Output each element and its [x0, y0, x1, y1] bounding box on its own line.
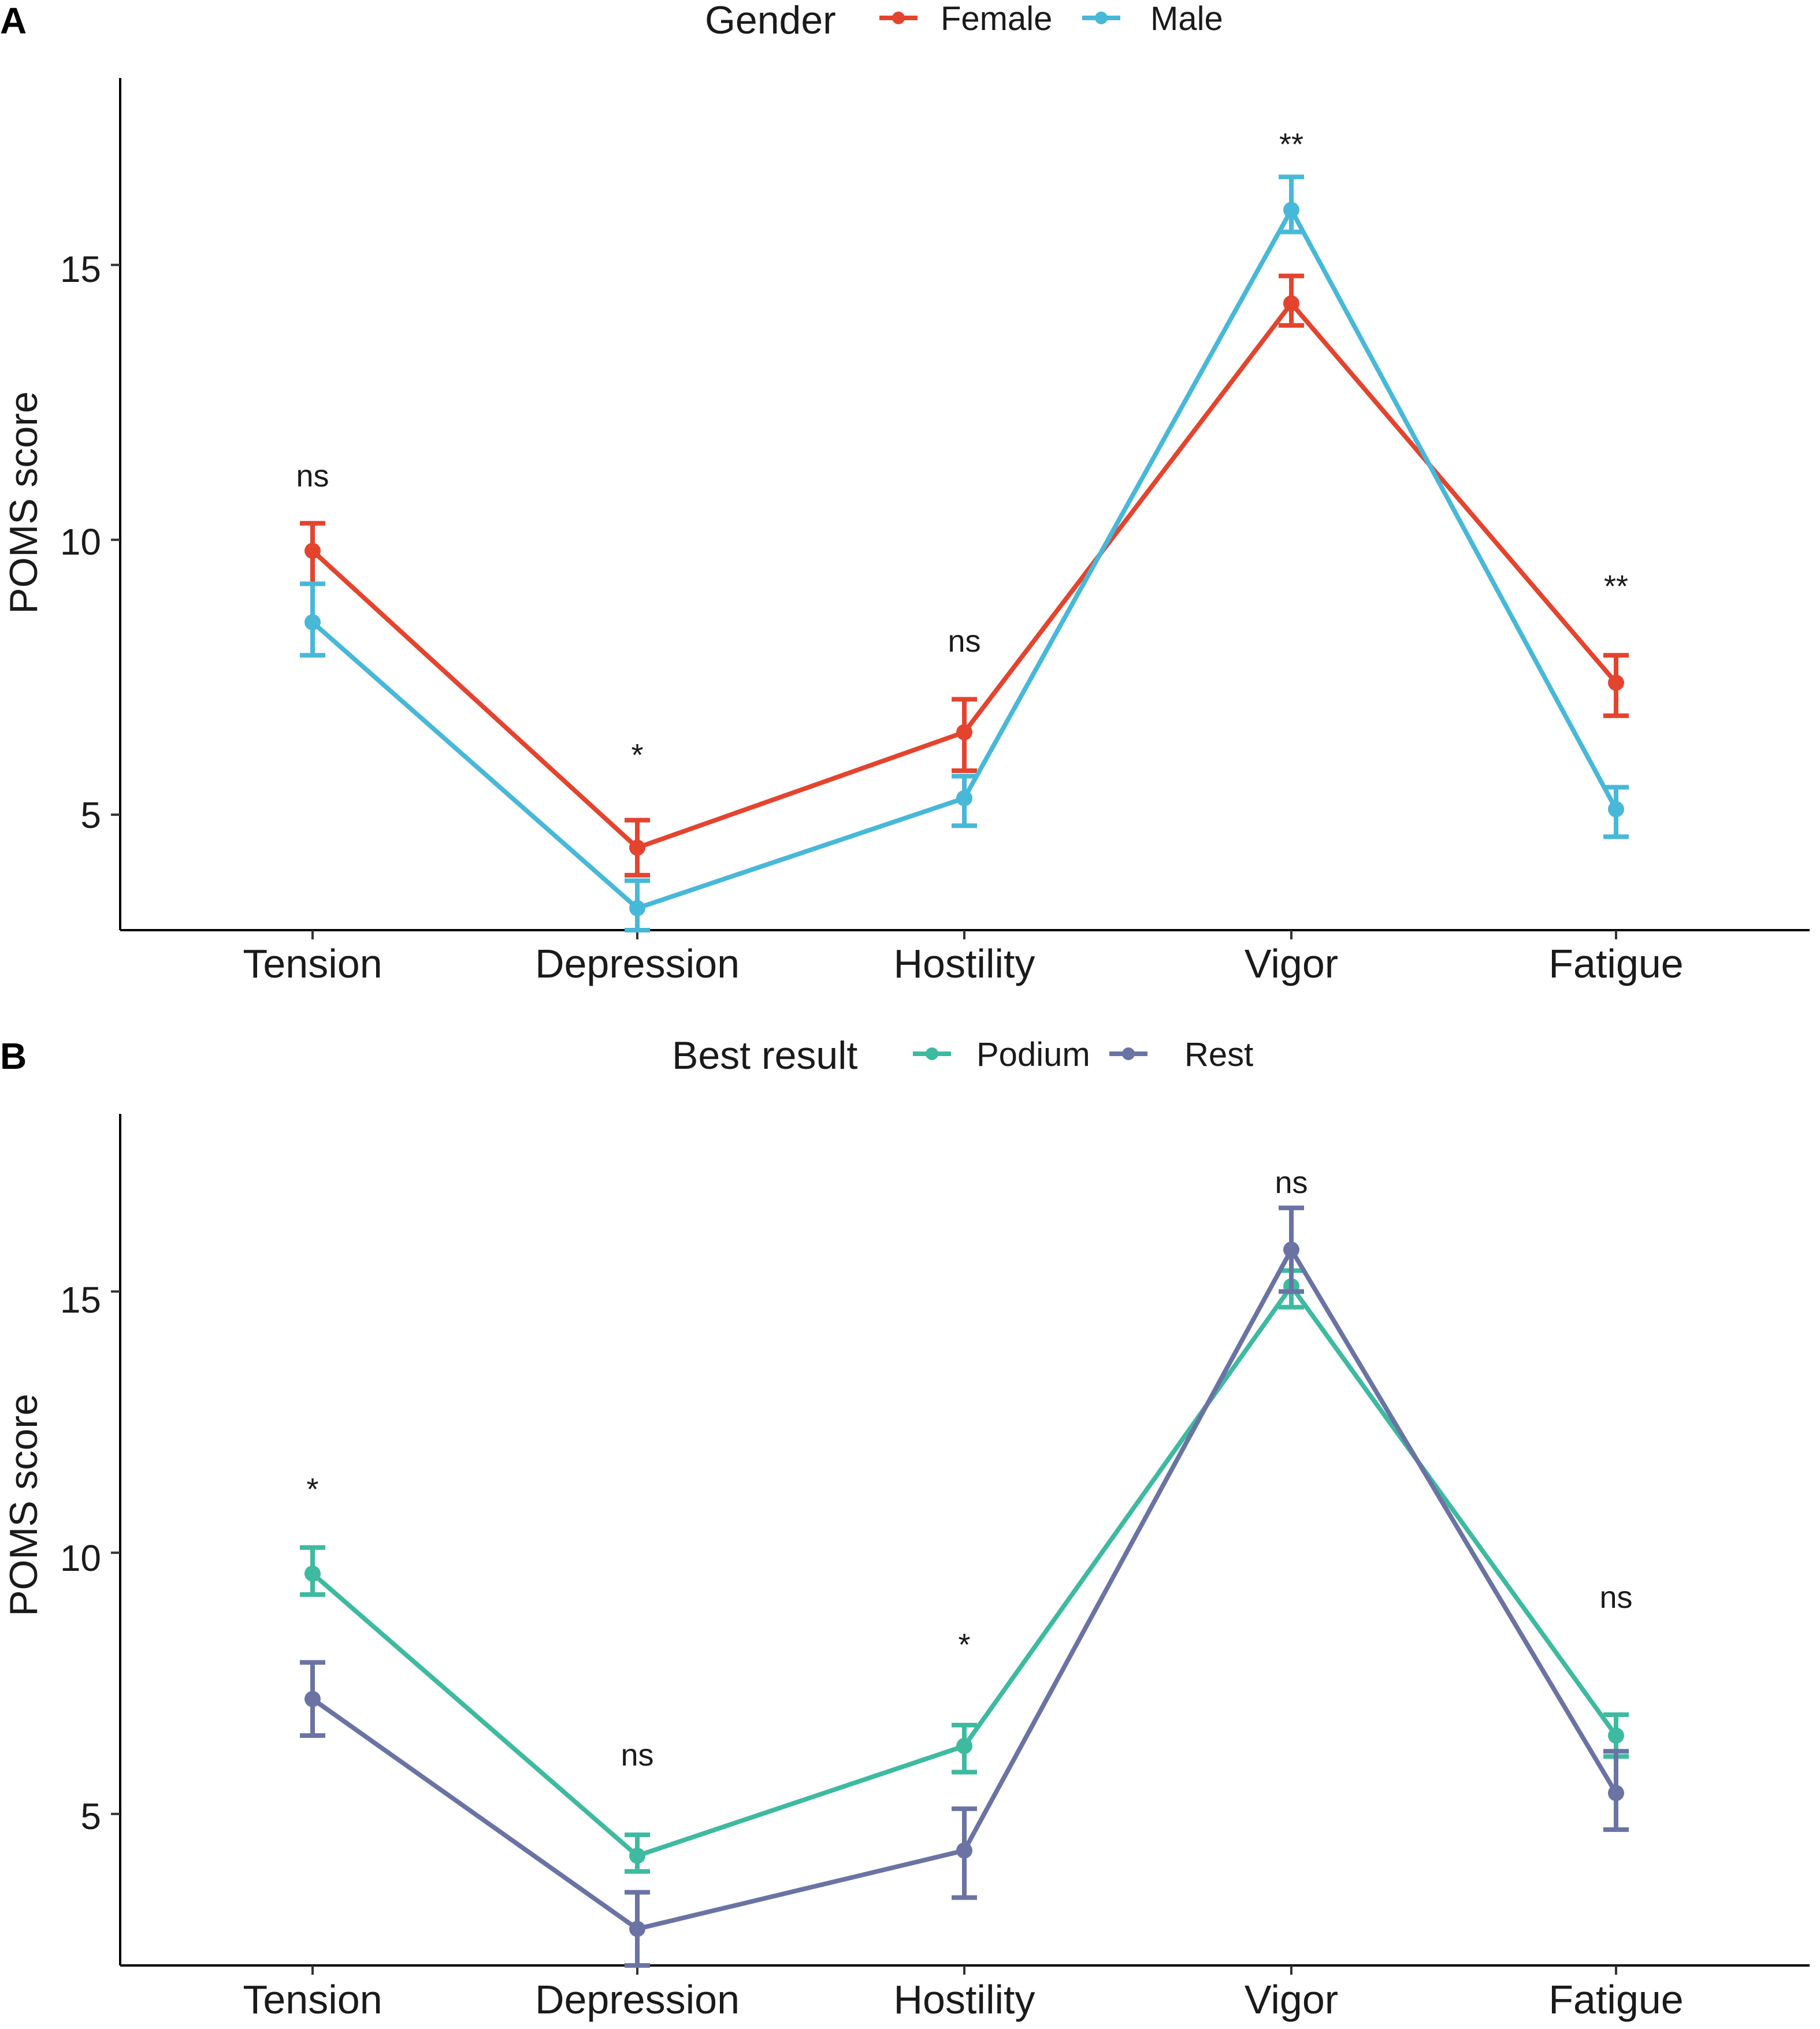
x-tick-label-vigor: Vigor [1245, 941, 1338, 986]
significance-label-fatigue: ** [1604, 569, 1628, 604]
x-tick-label-depression: Depression [535, 1977, 740, 2022]
legend-item-rest[interactable]: Rest [1109, 1036, 1253, 1073]
y-tick-label-15: 15 [60, 248, 101, 290]
x-tick-label-hostility: Hostility [893, 941, 1035, 986]
panel-a: A Gender Female Male POMS score 15 10 5 … [0, 0, 1810, 986]
panel-label-a: A [0, 0, 27, 42]
significance-label-tension: ns [296, 459, 329, 493]
significance-label-hostility: * [958, 1627, 970, 1662]
data-point-male-fatigue [1608, 801, 1624, 817]
y-tick-label-5: 5 [80, 794, 101, 836]
y-tick-label-10: 10 [60, 521, 101, 563]
legend-item-podium[interactable]: Podium [913, 1036, 1090, 1073]
data-point-rest-hostility [956, 1842, 972, 1859]
significance-label-depression: * [631, 738, 643, 772]
significance-label-fatigue: ns [1599, 1580, 1632, 1615]
panel-b: B Best result Podium Rest POMS score 15 … [0, 1034, 1810, 2022]
data-point-rest-depression [629, 1920, 645, 1937]
y-tick-label-5: 5 [80, 1796, 101, 1837]
data-point-female-fatigue [1608, 674, 1624, 691]
x-tick-label-vigor: Vigor [1245, 1977, 1338, 2022]
legend: Best result Podium Rest [672, 1034, 1253, 1077]
plot-area [111, 78, 1810, 939]
x-tick-label-fatigue: Fatigue [1548, 1977, 1683, 2022]
data-point-male-hostility [956, 790, 972, 807]
legend: Gender Female Male [705, 0, 1223, 42]
data-point-female-hostility [956, 724, 972, 741]
data-point-podium-depression [629, 1848, 645, 1864]
legend-item-male[interactable]: Male [1082, 0, 1223, 38]
legend-title: Gender [705, 0, 836, 42]
y-axis-title: POMS score [2, 391, 46, 614]
panel-label-b: B [0, 1035, 27, 1077]
legend-label: Podium [976, 1036, 1090, 1073]
legend-key-point [1122, 1047, 1135, 1060]
x-tick-label-fatigue: Fatigue [1548, 941, 1683, 986]
plot-area [111, 1114, 1810, 1975]
data-point-female-depression [629, 839, 645, 856]
significance-label-tension: * [306, 1472, 318, 1507]
x-tick-label-tension: Tension [243, 941, 382, 986]
x-tick-label-tension: Tension [243, 1977, 382, 2022]
data-point-podium-fatigue [1608, 1727, 1624, 1744]
legend-label: Male [1150, 0, 1223, 38]
data-point-male-depression [629, 900, 645, 916]
legend-key-point [1095, 12, 1108, 24]
significance-label-vigor: ** [1279, 127, 1303, 162]
x-tick-label-hostility: Hostility [893, 1977, 1035, 2022]
data-point-male-vigor [1283, 202, 1299, 218]
legend-item-female[interactable]: Female [879, 0, 1052, 38]
y-tick-label-10: 10 [60, 1537, 101, 1579]
legend-label: Female [941, 0, 1052, 38]
significance-label-depression: ns [621, 1738, 653, 1772]
x-tick-label-depression: Depression [535, 941, 740, 986]
data-point-podium-hostility [956, 1738, 972, 1755]
y-axis-title: POMS score [2, 1393, 46, 1616]
data-point-female-vigor [1283, 295, 1299, 312]
data-point-rest-fatigue [1608, 1785, 1624, 1801]
data-point-rest-vigor [1283, 1242, 1299, 1258]
data-point-rest-tension [304, 1690, 321, 1707]
significance-label-hostility: ns [948, 624, 980, 659]
data-point-female-tension [304, 542, 321, 559]
data-point-podium-tension [304, 1565, 321, 1582]
legend-title: Best result [672, 1034, 857, 1077]
data-point-male-tension [304, 614, 321, 631]
significance-label-vigor: ns [1275, 1165, 1308, 1200]
legend-key-point [892, 12, 905, 24]
legend-key-point [926, 1047, 938, 1060]
legend-label: Rest [1184, 1036, 1253, 1073]
y-tick-label-15: 15 [60, 1279, 101, 1321]
